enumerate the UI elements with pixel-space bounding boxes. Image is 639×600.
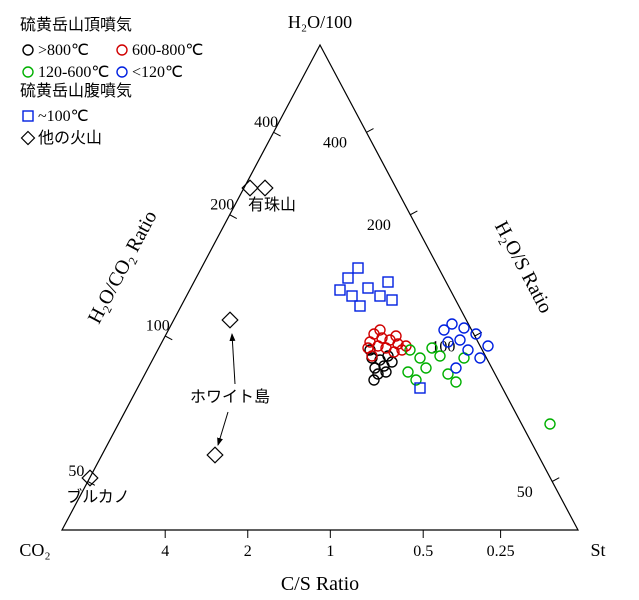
legend-label: 他の火山 — [38, 129, 102, 147]
vertex-label-top: H₂O/100 — [288, 12, 352, 32]
tick-label: 50 — [517, 484, 533, 501]
marker-square — [387, 295, 397, 305]
legend-header: 硫黄岳山腹噴気 — [20, 82, 132, 100]
marker-circle — [370, 363, 380, 373]
annotation-arrow — [232, 334, 235, 384]
axis-title-left: H₂O/CO₂ Ratio — [84, 207, 162, 327]
marker-square — [383, 277, 393, 287]
tick-label: 4 — [161, 543, 169, 560]
tick-label: 0.5 — [413, 543, 433, 560]
tick-label: 100 — [146, 318, 170, 335]
tick-label: 200 — [367, 217, 391, 234]
marker-circle — [23, 67, 33, 77]
marker-square — [23, 111, 33, 121]
marker-circle — [23, 45, 33, 55]
tick — [552, 478, 559, 482]
annotation-label: 有珠山 — [248, 196, 296, 214]
marker-square — [355, 301, 365, 311]
marker-circle — [459, 323, 469, 333]
legend-label: <120℃ — [132, 64, 183, 81]
annotation-label: ホワイト島 — [190, 388, 270, 406]
marker-circle — [475, 353, 485, 363]
marker-square — [343, 273, 353, 283]
marker-square — [375, 291, 385, 301]
marker-circle — [483, 341, 493, 351]
tick — [410, 211, 417, 215]
legend-label: 120-600℃ — [38, 64, 109, 81]
marker-circle — [451, 363, 461, 373]
marker-square — [353, 263, 363, 273]
tick-label: 200 — [210, 196, 234, 213]
marker-diamond — [22, 132, 35, 145]
annotation-arrow — [218, 412, 228, 445]
vertex-label-left: CO₂ — [19, 540, 50, 560]
marker-diamond — [257, 180, 273, 196]
marker-circle — [117, 67, 127, 77]
tick-label: 1 — [326, 543, 334, 560]
tick-label: 0.25 — [487, 543, 515, 560]
axis-title-bottom: C/S Ratio — [281, 573, 359, 595]
marker-square — [335, 285, 345, 295]
legend-label: 600-800℃ — [132, 42, 203, 59]
marker-circle — [545, 419, 555, 429]
marker-square — [347, 291, 357, 301]
legend-label: >800℃ — [38, 42, 89, 59]
tick-label: 400 — [323, 135, 347, 152]
tick-label: 400 — [254, 114, 278, 131]
legend-label: ~100℃ — [38, 108, 89, 125]
marker-circle — [117, 45, 127, 55]
marker-circle — [415, 353, 425, 363]
marker-circle — [421, 363, 431, 373]
tick — [230, 215, 237, 219]
marker-circle — [403, 367, 413, 377]
marker-diamond — [207, 447, 223, 463]
tick-label: 2 — [244, 543, 252, 560]
marker-circle — [447, 319, 457, 329]
marker-circle — [455, 335, 465, 345]
vertex-label-right: St — [590, 540, 605, 560]
marker-circle — [463, 345, 473, 355]
legend-header: 硫黄岳山頂噴気 — [20, 16, 132, 34]
tick — [165, 336, 172, 340]
tick — [366, 129, 373, 133]
marker-square — [363, 283, 373, 293]
ternary-triangle — [62, 45, 578, 530]
marker-circle — [451, 377, 461, 387]
annotation-label: ブルカノ — [66, 487, 130, 506]
axis-title-right: H₂O/S Ratio — [490, 217, 557, 316]
tick — [274, 132, 281, 136]
marker-diamond — [222, 312, 238, 328]
